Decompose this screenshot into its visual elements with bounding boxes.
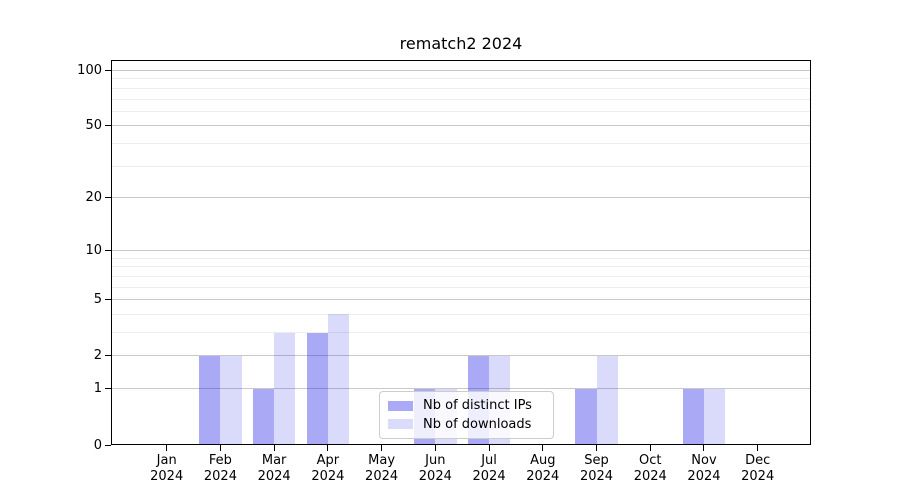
x-tick-mark (596, 445, 598, 451)
y-tick-mark (105, 197, 111, 199)
legend-item-distinct-ips: Nb of distinct IPs (388, 398, 545, 413)
y-tick-mark (105, 444, 111, 446)
y-tick-label: 20 (85, 190, 102, 206)
y-tick-mark (105, 355, 111, 357)
y-tick-label: 10 (85, 242, 102, 258)
legend-swatch-downloads (388, 419, 413, 430)
x-tick-mark (757, 445, 759, 451)
y-tick-mark (105, 299, 111, 301)
legend-swatch-distinct-ips (388, 400, 413, 411)
x-tick-mark (434, 445, 436, 451)
x-tick-label: Jun 2024 (418, 453, 452, 484)
x-tick-label: Aug 2024 (526, 453, 560, 484)
y-tick-mark (105, 70, 111, 72)
major-gridline (112, 249, 810, 251)
bar-distinct-ips-apr-2024 (306, 332, 328, 445)
y-tick-mark (105, 249, 111, 251)
major-gridline (112, 197, 810, 199)
bar-downloads-mar-2024 (274, 332, 296, 445)
major-gridline (112, 299, 810, 301)
legend-label-distinct-ips: Nb of distinct IPs (423, 398, 532, 414)
major-gridline (112, 388, 810, 390)
legend: Nb of distinct IPs Nb of downloads (379, 391, 554, 439)
major-gridline (112, 355, 810, 357)
x-tick-label: Feb 2024 (203, 453, 237, 484)
minor-gridline (112, 78, 810, 80)
major-gridline (112, 70, 810, 72)
x-tick-label: Dec 2024 (741, 453, 775, 484)
bar-distinct-ips-feb-2024 (199, 355, 221, 445)
bar-downloads-nov-2024 (703, 388, 726, 445)
minor-gridline (112, 257, 810, 259)
x-tick-label: Jul 2024 (472, 453, 506, 484)
bar-distinct-ips-sep-2024 (575, 388, 597, 445)
bar-downloads-apr-2024 (327, 314, 350, 445)
minor-gridline (112, 286, 810, 288)
x-tick-label: Jan 2024 (150, 453, 184, 484)
x-tick-label: Oct 2024 (633, 453, 667, 484)
bar-downloads-sep-2024 (596, 355, 618, 445)
bar-downloads-feb-2024 (220, 355, 242, 445)
y-tick-mark (105, 125, 111, 127)
x-tick-mark (703, 445, 705, 451)
x-tick-mark (327, 445, 329, 451)
bar-distinct-ips-mar-2024 (252, 388, 275, 445)
x-tick-mark (649, 445, 651, 451)
legend-label-downloads: Nb of downloads (423, 416, 532, 432)
y-tick-label: 1 (93, 381, 102, 397)
major-gridline (112, 125, 810, 127)
x-tick-mark (166, 445, 168, 451)
minor-gridline (112, 98, 810, 100)
x-tick-mark (219, 445, 221, 451)
y-tick-label: 50 (85, 118, 102, 134)
x-tick-label: Mar 2024 (257, 453, 291, 484)
x-tick-mark (381, 445, 383, 451)
bar-distinct-ips-nov-2024 (682, 388, 704, 445)
chart-title: rematch2 2024 (399, 34, 523, 53)
x-tick-label: Apr 2024 (311, 453, 345, 484)
x-tick-label: May 2024 (365, 453, 399, 484)
y-tick-label: 2 (93, 348, 102, 364)
y-tick-label: 5 (93, 292, 102, 308)
y-tick-label: 100 (77, 63, 102, 79)
legend-item-downloads: Nb of downloads (388, 417, 545, 432)
x-tick-mark (542, 445, 544, 451)
minor-gridline (112, 332, 810, 334)
x-tick-mark (488, 445, 490, 451)
y-tick-mark (105, 388, 111, 390)
minor-gridline (112, 87, 810, 89)
y-tick-label: 0 (93, 437, 102, 453)
x-tick-label: Sep 2024 (579, 453, 614, 484)
minor-gridline (112, 313, 810, 315)
x-tick-label: Nov 2024 (687, 453, 721, 484)
minor-gridline (112, 143, 810, 145)
minor-gridline (112, 110, 810, 112)
x-tick-mark (273, 445, 275, 451)
minor-gridline (112, 165, 810, 167)
minor-gridline (112, 266, 810, 268)
minor-gridline (112, 275, 810, 277)
